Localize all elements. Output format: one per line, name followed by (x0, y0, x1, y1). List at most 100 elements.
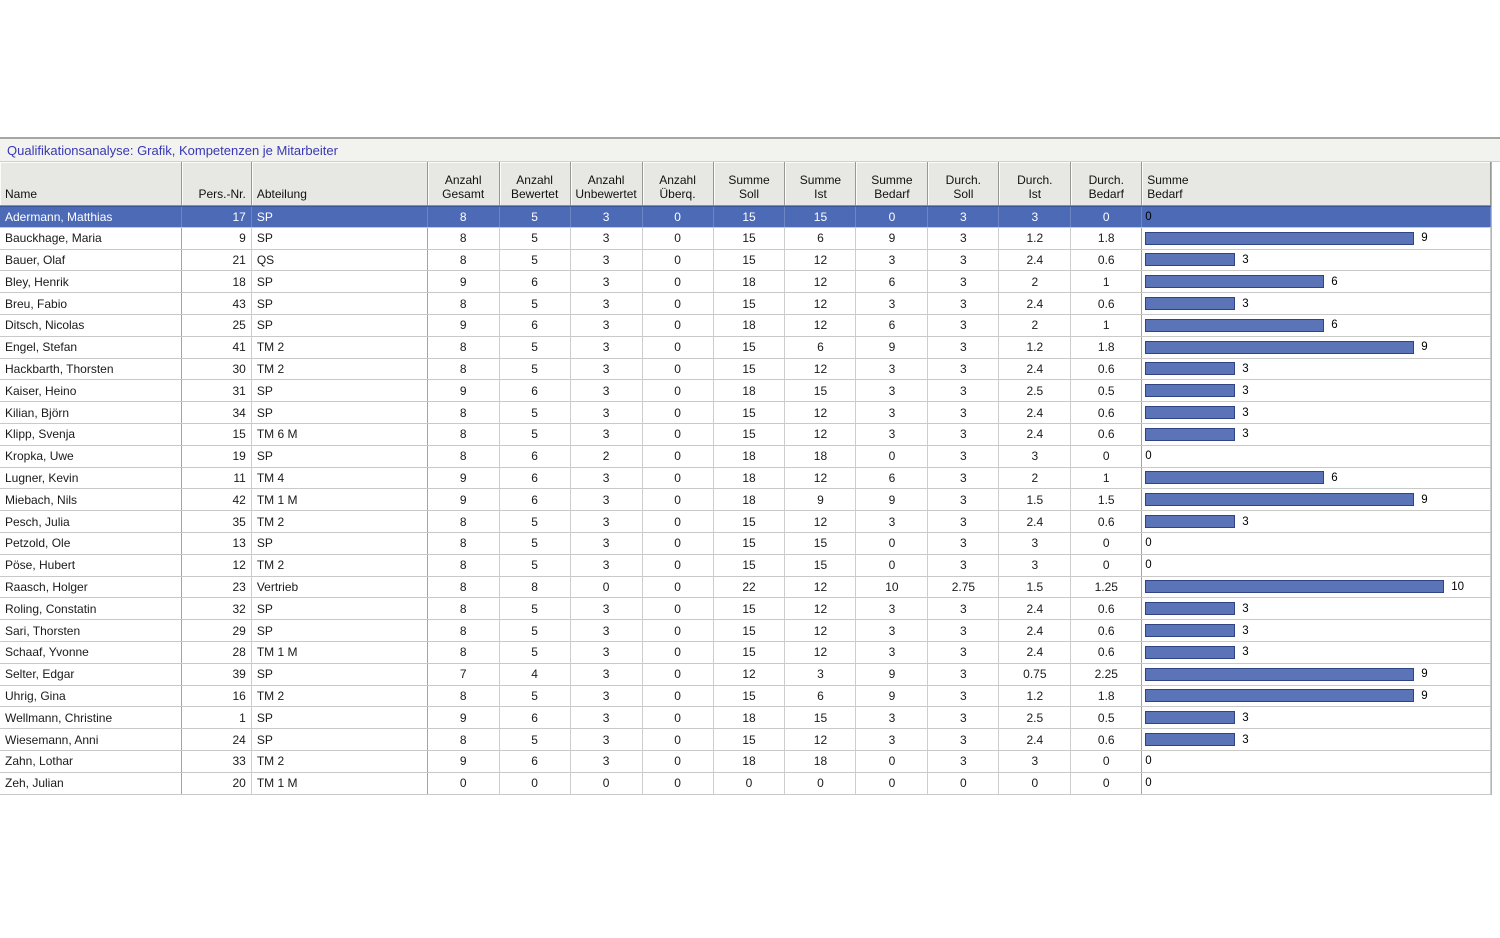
table-row[interactable]: Klipp, Svenja 15 TM 6 M 8 5 3 0 15 12 3 3 2.4 0.6 3 (0, 423, 1492, 446)
bedarf-bar-cell: 3 (1142, 423, 1492, 445)
column-header-summe_ist[interactable]: Summe Ist (785, 162, 857, 205)
value-cell-summe_soll: 18 (714, 271, 786, 293)
value-cell-anzahl_unbewertet: 3 (571, 207, 643, 227)
value-cell-anzahl_uberq: 0 (643, 293, 714, 314)
table-row[interactable]: Ditsch, Nicolas 25 SP 9 6 3 0 18 12 6 3 2 1 6 (0, 314, 1492, 337)
table-row[interactable]: Schaaf, Yvonne 28 TM 1 M 8 5 3 0 15 12 3 3 2.4 0.6 3 (0, 641, 1492, 664)
table-row[interactable]: Breu, Fabio 43 SP 8 5 3 0 15 12 3 3 2.4 0.6 3 (0, 293, 1492, 315)
table-row[interactable]: Wiesemann, Anni 24 SP 8 5 3 0 15 12 3 3 2.4 0.6 3 (0, 729, 1492, 751)
column-header-durch_soll[interactable]: Durch. Soll (928, 162, 1000, 205)
table-row[interactable]: Wellmann, Christine 1 SP 9 6 3 0 18 15 3 3 2.5 0.5 3 (0, 707, 1492, 730)
value-cell-anzahl_uberq: 0 (643, 663, 714, 685)
value-cell-summe_ist: 18 (785, 750, 857, 772)
column-header-anzahl_unbewertet[interactable]: Anzahl Unbewertet (571, 162, 643, 205)
value-cell-durch_soll: 3 (928, 620, 1000, 641)
value-cell-summe_bedarf: 3 (856, 358, 929, 380)
value-cell-anzahl_gesamt: 9 (428, 489, 500, 511)
value-cell-summe_ist: 12 (785, 271, 857, 293)
bedarf-bar (1145, 427, 1236, 441)
name-cell: Wellmann, Christine (0, 707, 182, 729)
table-row[interactable]: Sari, Thorsten 29 SP 8 5 3 0 15 12 3 3 2.4 0.6 3 (0, 620, 1492, 642)
name-cell: Kilian, Björn (0, 402, 182, 423)
value-cell-durch_ist: 1.2 (999, 685, 1072, 707)
bar-value-label: 0 (1145, 537, 1152, 550)
table-row[interactable]: Bauer, Olaf 21 QS 8 5 3 0 15 12 3 3 2.4 0.6 3 (0, 249, 1492, 272)
value-cell-durch_ist: 2.5 (999, 380, 1072, 402)
column-header-summe_soll[interactable]: Summe Soll (714, 162, 786, 205)
value-cell-durch_soll: 3 (928, 380, 1000, 402)
pers-nr-cell: 39 (182, 663, 252, 685)
bedarf-bar-cell: 0 (1142, 750, 1492, 772)
bedarf-bar-cell: 6 (1142, 271, 1492, 293)
table-row[interactable]: Engel, Stefan 41 TM 2 8 5 3 0 15 6 9 3 1.2 1.8 9 (0, 336, 1492, 359)
abteilung-cell: SP (252, 707, 428, 729)
table-row[interactable]: Bley, Henrik 18 SP 9 6 3 0 18 12 6 3 2 1 6 (0, 271, 1492, 294)
table-row[interactable]: Petzold, Ole 13 SP 8 5 3 0 15 15 0 3 3 0 0 (0, 532, 1492, 555)
column-header-durch_bedarf[interactable]: Durch. Bedarf (1071, 162, 1143, 205)
value-cell-anzahl_gesamt: 8 (428, 402, 500, 423)
column-header-anzahl_uberq[interactable]: Anzahl Überq. (643, 162, 714, 205)
table-row[interactable]: Kropka, Uwe 19 SP 8 6 2 0 18 18 0 3 3 0 0 (0, 445, 1492, 468)
table-row[interactable]: Bauckhage, Maria 9 SP 8 5 3 0 15 6 9 3 1.2 1.8 9 (0, 227, 1492, 250)
table-row[interactable]: Selter, Edgar 39 SP 7 4 3 0 12 3 9 3 0.75 2.25 9 (0, 663, 1492, 686)
table-row[interactable]: Hackbarth, Thorsten 30 TM 2 8 5 3 0 15 12 3 3 2.4 0.… (0, 358, 1492, 381)
value-cell-durch_bedarf: 1 (1071, 467, 1143, 489)
table-row[interactable]: Pesch, Julia 35 TM 2 8 5 3 0 15 12 3 3 2.4 0.6 3 (0, 511, 1492, 533)
column-header-pers_nr[interactable]: Pers.-Nr. (182, 162, 252, 205)
bar-value-label: 3 (1242, 297, 1249, 310)
table-row[interactable]: Lugner, Kevin 11 TM 4 9 6 3 0 18 12 6 3 2 1 6 (0, 467, 1492, 490)
table-row[interactable]: Adermann, Matthias 17 SP 8 5 3 0 15 15 0 3 3 0 0 (0, 206, 1492, 228)
value-cell-durch_ist: 2.4 (999, 249, 1072, 271)
column-header-abteilung[interactable]: Abteilung (252, 162, 428, 205)
value-cell-summe_bedarf: 9 (856, 336, 929, 358)
value-cell-summe_soll: 12 (714, 663, 786, 685)
bar-value-label: 0 (1145, 777, 1152, 790)
column-header-durch_ist[interactable]: Durch. Ist (999, 162, 1072, 205)
bar-value-label: 9 (1421, 493, 1428, 506)
value-cell-anzahl_unbewertet: 0 (571, 772, 643, 794)
column-header-anzahl_gesamt[interactable]: Anzahl Gesamt (428, 162, 500, 205)
value-cell-anzahl_bewertet: 5 (500, 402, 571, 423)
table-row[interactable]: Raasch, Holger 23 Vertrieb 8 8 0 0 22 12 10 2.75 1.… (0, 576, 1492, 599)
bar-value-label: 6 (1331, 319, 1338, 332)
value-cell-summe_ist: 12 (785, 314, 857, 336)
value-cell-summe_ist: 12 (785, 249, 857, 271)
bedarf-bar-cell: 3 (1142, 358, 1492, 380)
name-cell: Adermann, Matthias (0, 207, 182, 227)
value-cell-anzahl_uberq: 0 (643, 467, 714, 489)
value-cell-summe_bedarf: 6 (856, 467, 929, 489)
column-header-label: Pers.-Nr. (198, 187, 246, 201)
value-cell-anzahl_gesamt: 9 (428, 271, 500, 293)
table-row[interactable]: Kilian, Björn 34 SP 8 5 3 0 15 12 3 3 2.4 0.6 3 (0, 402, 1492, 424)
table-row[interactable]: Kaiser, Heino 31 SP 9 6 3 0 18 15 3 3 2.5 0.5 3 (0, 380, 1492, 403)
pers-nr-cell: 34 (182, 402, 252, 423)
value-cell-anzahl_uberq: 0 (643, 380, 714, 402)
bedarf-bar-cell: 3 (1142, 249, 1492, 271)
bar-value-label: 0 (1145, 450, 1152, 463)
table-row[interactable]: Miebach, Nils 42 TM 1 M 9 6 3 0 18 9 9 3 1.5 1.5 9 (0, 489, 1492, 512)
value-cell-durch_ist: 2.4 (999, 729, 1072, 750)
column-header-name[interactable]: Name (0, 162, 182, 205)
table-row[interactable]: Roling, Constatin 32 SP 8 5 3 0 15 12 3 3 2.4 0.6 3 (0, 598, 1492, 621)
pers-nr-cell: 21 (182, 249, 252, 271)
value-cell-durch_soll: 3 (928, 532, 1000, 554)
column-header-anzahl_bewertet[interactable]: Anzahl Bewertet (500, 162, 571, 205)
value-cell-durch_ist: 1.2 (999, 227, 1072, 249)
table-row[interactable]: Zahn, Lothar 33 TM 2 9 6 3 0 18 18 0 3 3 0 0 (0, 750, 1492, 773)
table-row[interactable]: Uhrig, Gina 16 TM 2 8 5 3 0 15 6 9 3 1.2 1.8 9 (0, 685, 1492, 708)
table-row[interactable]: Pöse, Hubert 12 TM 2 8 5 3 0 15 15 0 3 3 0 0 (0, 554, 1492, 577)
value-cell-summe_bedarf: 3 (856, 380, 929, 402)
value-cell-anzahl_gesamt: 8 (428, 207, 500, 227)
value-cell-durch_ist: 2 (999, 271, 1072, 293)
bedarf-bar-cell: 0 (1142, 554, 1492, 576)
name-cell: Lugner, Kevin (0, 467, 182, 489)
column-header-summe_bedarf_grafik[interactable]: Summe Bedarf (1142, 162, 1491, 205)
pers-nr-cell: 42 (182, 489, 252, 511)
name-cell: Wiesemann, Anni (0, 729, 182, 750)
value-cell-durch_soll: 3 (928, 554, 1000, 576)
value-cell-summe_soll: 15 (714, 511, 786, 532)
column-header-summe_bedarf[interactable]: Summe Bedarf (856, 162, 929, 205)
pers-nr-cell: 30 (182, 358, 252, 380)
value-cell-durch_bedarf: 0.5 (1071, 380, 1143, 402)
